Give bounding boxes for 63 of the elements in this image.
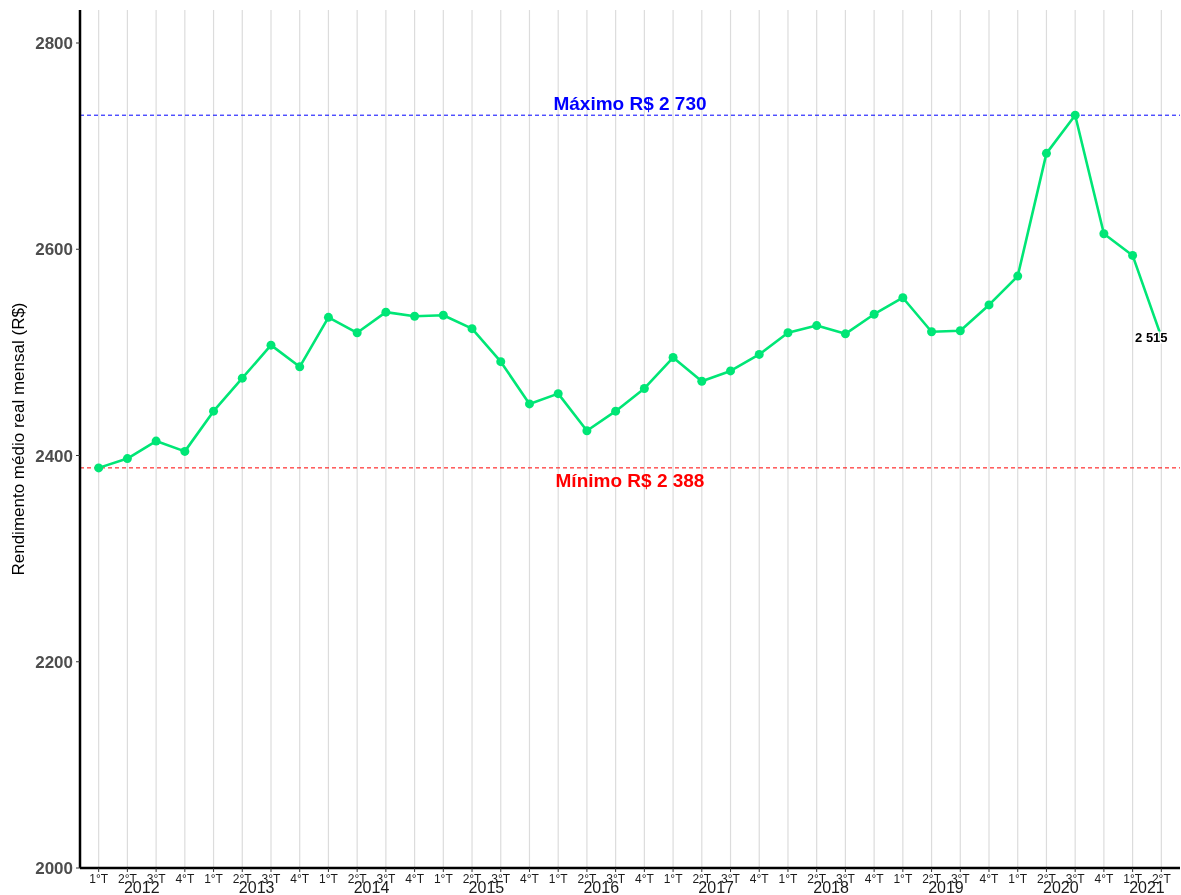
x-tick-label: 1°T bbox=[663, 872, 684, 886]
point bbox=[122, 454, 132, 464]
point bbox=[726, 366, 736, 376]
x-tick-label: 4°T bbox=[290, 872, 310, 886]
point bbox=[840, 329, 850, 339]
ref-line-label: Máximo R$ 2 730 bbox=[553, 93, 707, 115]
point bbox=[524, 399, 534, 409]
point bbox=[438, 310, 448, 320]
x-tick-label: 4°T bbox=[520, 872, 540, 886]
x-tick-label: 1°T bbox=[319, 872, 339, 886]
y-tick-label: 2600 bbox=[35, 240, 73, 260]
y-axis-title: Rendimento médio real mensal (R$) bbox=[9, 302, 28, 576]
point bbox=[754, 349, 764, 359]
point bbox=[611, 406, 621, 416]
x-tick-label: 4°T bbox=[634, 872, 655, 886]
point bbox=[295, 362, 305, 372]
point bbox=[381, 307, 391, 317]
ref-line-label: Mínimo R$ 2 388 bbox=[555, 469, 705, 491]
point bbox=[553, 389, 563, 399]
x-tick-label: 1°T bbox=[893, 872, 913, 886]
point bbox=[94, 463, 104, 473]
point bbox=[869, 309, 879, 319]
point bbox=[1099, 229, 1109, 239]
point bbox=[668, 353, 678, 363]
x-tick-label: 4°T bbox=[1094, 872, 1114, 886]
point bbox=[783, 328, 793, 338]
point bbox=[180, 446, 190, 456]
point bbox=[812, 321, 822, 331]
point bbox=[1013, 271, 1023, 281]
x-tick-label: 1°T bbox=[778, 872, 799, 886]
point bbox=[410, 311, 420, 321]
point bbox=[1128, 250, 1138, 260]
point bbox=[323, 312, 333, 322]
point bbox=[697, 376, 707, 386]
point bbox=[1041, 148, 1051, 158]
point bbox=[1070, 110, 1080, 120]
x-tick-label: 1°T bbox=[204, 872, 224, 886]
y-tick-label: 2200 bbox=[35, 652, 73, 672]
point bbox=[898, 293, 908, 303]
x-tick-label: 4°T bbox=[175, 872, 195, 886]
x-tick-label: 4°T bbox=[405, 872, 425, 886]
x-tick-label: 1°T bbox=[1008, 872, 1028, 886]
y-tick-label: 2400 bbox=[35, 446, 73, 466]
x-tick-label: 1°T bbox=[89, 872, 109, 886]
point bbox=[237, 373, 247, 383]
y-tick-label: 2000 bbox=[35, 859, 73, 878]
point bbox=[496, 357, 506, 367]
point bbox=[352, 328, 362, 338]
point bbox=[266, 340, 276, 350]
point bbox=[955, 326, 965, 336]
point bbox=[984, 300, 994, 310]
x-tick-label: 1°T bbox=[433, 872, 454, 886]
x-tick-label: 4°T bbox=[749, 872, 770, 886]
point bbox=[639, 383, 649, 393]
point bbox=[209, 406, 219, 416]
x-tick-label: 4°T bbox=[979, 872, 1000, 886]
point bbox=[151, 436, 161, 446]
point bbox=[467, 324, 477, 334]
x-tick-label: 4°T bbox=[864, 872, 885, 886]
point bbox=[927, 327, 937, 337]
point bbox=[582, 426, 592, 436]
y-tick-label: 2800 bbox=[35, 34, 73, 53]
x-tick-label: 1°T bbox=[548, 872, 569, 886]
